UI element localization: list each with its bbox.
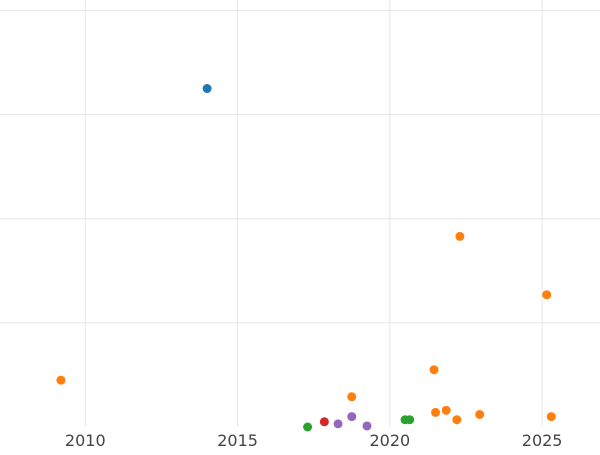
data-point [319, 417, 329, 427]
x-tick-label: 2010 [65, 431, 106, 450]
data-point [546, 412, 556, 422]
data-point [202, 84, 212, 94]
data-point [405, 415, 415, 425]
data-point [455, 231, 465, 241]
data-point [452, 415, 462, 425]
x-axis-tick-labels: 2010 2015 2020 2025 [65, 431, 563, 450]
data-point [429, 365, 439, 375]
x-tick-label: 2015 [217, 431, 258, 450]
points-layer [56, 84, 556, 432]
x-tick-label: 2020 [369, 431, 410, 450]
data-point [347, 392, 357, 402]
data-point [347, 412, 357, 422]
data-point [475, 410, 485, 420]
data-point [362, 421, 372, 431]
data-point [333, 419, 343, 429]
grid-layer [0, 0, 600, 427]
x-tick-label: 2025 [522, 431, 563, 450]
data-point [441, 405, 451, 415]
data-point [56, 375, 66, 385]
data-point [431, 407, 441, 417]
data-point [542, 290, 552, 300]
data-point [303, 422, 313, 432]
